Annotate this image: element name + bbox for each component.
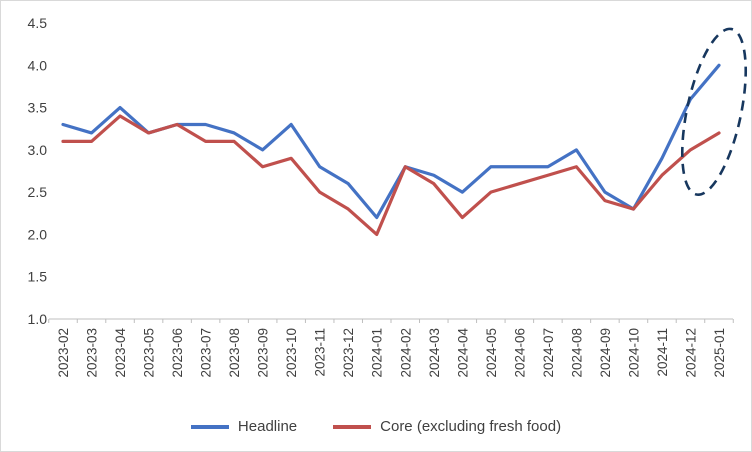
x-axis-label: 2023-06	[170, 328, 185, 378]
x-axis-label: 2023-03	[85, 328, 100, 378]
x-axis-label: 2024-12	[683, 328, 698, 378]
y-axis-label: 1.5	[28, 269, 48, 285]
x-axis-label: 2025-01	[712, 328, 727, 378]
inflation-line-chart: 1.0 1.5 2.0 2.5 3.0 3.5 4.0 4.5 2023-02 2023-03 20…	[28, 15, 748, 378]
x-axis-label: 2023-02	[56, 328, 71, 378]
y-axis-label: 2.0	[28, 226, 48, 242]
x-axis-label: 2023-11	[313, 328, 328, 377]
x-axis-label: 2024-10	[626, 328, 641, 378]
y-axis-label: 1.0	[28, 311, 48, 327]
legend-line-swatch	[333, 424, 372, 429]
x-axis-label: 2024-03	[427, 328, 442, 378]
series-line-headline	[61, 63, 721, 220]
x-axis-label: 2024-07	[541, 328, 556, 378]
x-axis-label: 2023-10	[284, 328, 299, 378]
x-axis-label: 2024-02	[398, 328, 413, 378]
legend-item-headline: Headline	[190, 418, 298, 435]
chart-legend: Headline Core (excluding fresh food)	[1, 418, 751, 435]
series-line-core-excluding-fresh-food	[61, 114, 721, 237]
x-axis-label: 2024-09	[598, 328, 613, 378]
x-axis-label: 2023-12	[341, 328, 356, 378]
x-axis-label: 2024-08	[569, 328, 584, 378]
legend-line-swatch	[190, 424, 229, 429]
x-axis-label: 2023-09	[256, 328, 271, 378]
x-axis-label: 2024-06	[512, 328, 527, 378]
y-axis-label: 4.5	[28, 15, 48, 31]
x-axis-label: 2024-11	[655, 328, 670, 377]
legend-item-core-excluding-fresh-food: Core (excluding fresh food)	[333, 418, 561, 435]
y-axis-label: 4.0	[28, 57, 48, 73]
legend-label: Headline	[237, 418, 298, 435]
highlight-ellipse-annotation	[680, 27, 748, 197]
y-axis-label: 3.0	[28, 142, 48, 158]
x-axis-label: 2024-04	[455, 328, 470, 378]
y-axis-label: 2.5	[28, 184, 48, 200]
x-axis-label: 2023-08	[227, 328, 242, 378]
legend-label: Core (excluding fresh food)	[380, 418, 562, 435]
y-axis-label: 3.5	[28, 100, 48, 116]
x-axis-label: 2024-05	[484, 328, 499, 378]
x-axis-label: 2023-05	[142, 328, 157, 378]
x-axis-label: 2023-04	[113, 328, 128, 378]
x-axis-label: 2023-07	[199, 328, 214, 378]
x-axis-label: 2024-01	[370, 328, 385, 378]
